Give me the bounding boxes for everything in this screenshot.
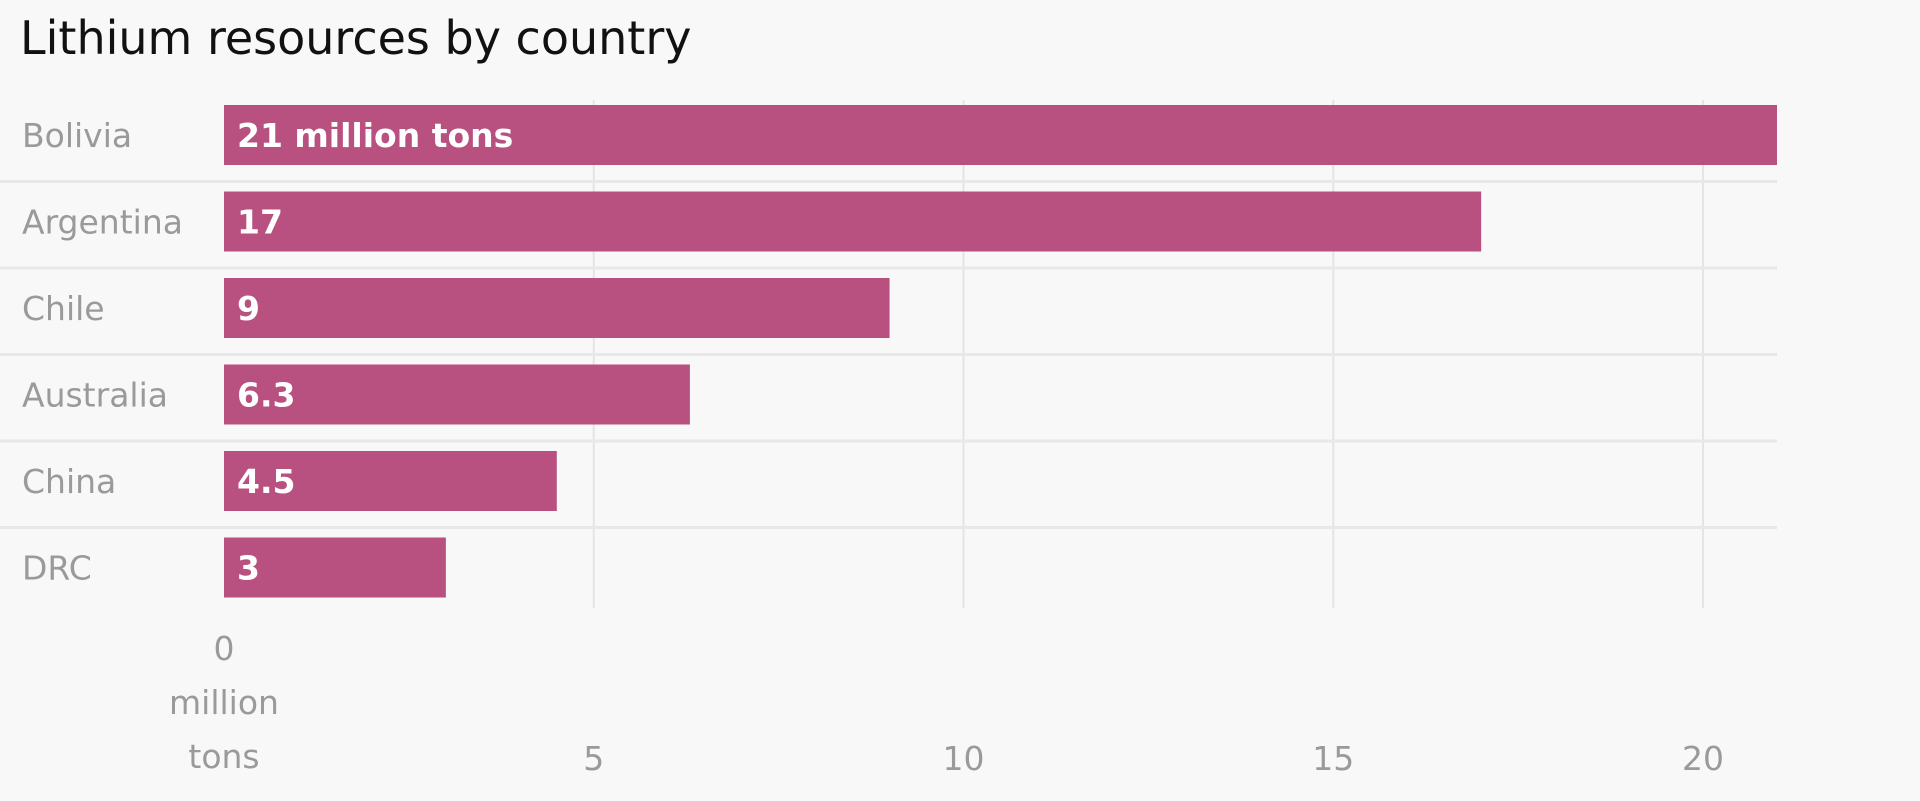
data-label: 6.3 [237,376,295,415]
x-tick-label: 0 [214,629,235,668]
category-label: Chile [22,289,105,328]
data-label: 3 [237,549,260,588]
category-label: Argentina [22,203,183,242]
bar [224,191,1482,252]
bars [224,105,1777,598]
x-tick-label: 15 [1312,739,1354,778]
data-labels: 21 million tons 17 9 6.3 4.5 3 [237,116,513,588]
x-tick-label: 10 [943,739,985,778]
x-axis-ticks: 0 million tons 5 10 15 20 [169,629,1724,778]
chart-title: Lithium resources by country [20,11,691,65]
bar [224,537,446,598]
bar [224,451,557,511]
x-tick-label: million [169,683,279,722]
x-tick-label: 5 [583,739,604,778]
category-label: Bolivia [22,116,132,155]
x-tick-label: tons [188,737,259,776]
category-labels: Bolivia Argentina Chile Australia China DRC [22,116,183,588]
x-tick-label: 20 [1682,739,1724,778]
bar [224,105,1777,165]
row-separators [0,180,1777,529]
data-label: 9 [237,289,260,328]
bar [224,364,690,425]
bar [224,278,890,338]
data-label: 4.5 [237,462,295,501]
data-label: 17 [237,203,283,242]
data-label: 21 million tons [237,116,513,155]
category-label: Australia [22,376,168,415]
category-label: China [22,462,116,501]
category-label: DRC [22,549,92,588]
